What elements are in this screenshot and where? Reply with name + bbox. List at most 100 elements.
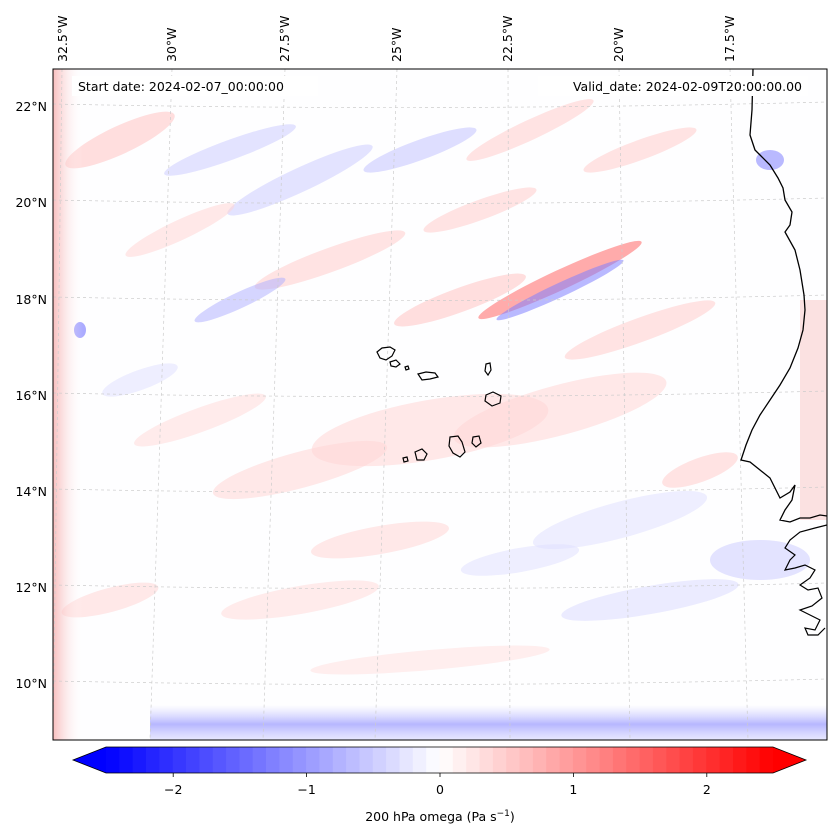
colorbar-tick-label: 1 [569, 782, 577, 797]
omega-contour [227, 144, 373, 216]
colorbar-cell [172, 747, 187, 773]
colorbar-cell [279, 747, 294, 773]
omega-contour [466, 99, 594, 161]
colorbar-cell [599, 747, 614, 773]
island-santiago [448, 435, 466, 458]
lon-label: 17.5°W [722, 16, 737, 62]
meridian-line [53, 69, 63, 740]
omega-contour [311, 521, 449, 559]
colorbar-cell [346, 747, 360, 773]
colorbar-cell [212, 747, 227, 773]
colorbar-label-exponent: −1 [497, 809, 510, 819]
lat-label: 20°N [15, 195, 47, 210]
lat-label: 22°N [15, 99, 47, 114]
omega-contour [756, 150, 784, 170]
colorbar-cell [519, 747, 534, 773]
west-boundary-band [53, 69, 83, 740]
omega-contour [478, 240, 642, 320]
colorbar-cell [532, 747, 547, 773]
start-date-text: Start date: 2024-02-07_00:00:00 [78, 79, 284, 94]
colorbar-cell [386, 747, 400, 773]
colorbar-cell [132, 747, 147, 773]
longitude-labels: 32.5°W 30°W 27.5°W 25°W 22.5°W 20°W 17.5… [55, 16, 737, 62]
africa-coastline [740, 69, 827, 523]
lon-label: 22.5°W [500, 16, 515, 62]
omega-contour [496, 259, 624, 321]
colorbar-cell [479, 747, 494, 773]
colorbar-cell [226, 747, 240, 773]
latitude-labels: 22°N 20°N 18°N 16°N 14°N 12°N 10°N [15, 99, 47, 691]
colorbar-outline [71, 746, 808, 774]
graticule [53, 69, 827, 740]
colorbar-cell [452, 747, 467, 773]
lon-label: 32.5°W [55, 16, 70, 62]
colorbar-cell [492, 747, 507, 773]
omega-contour [221, 580, 379, 620]
colorbar-cell [146, 747, 160, 773]
parallel-line [53, 101, 827, 108]
colorbar-cell [426, 747, 440, 773]
africa-coastline-south [783, 524, 827, 636]
parallel-line [53, 486, 827, 493]
meridian-line [729, 69, 749, 740]
lat-label: 18°N [15, 292, 47, 307]
parallel-line [53, 582, 827, 589]
colorbar-cell [559, 747, 574, 773]
start-date-box [72, 76, 318, 96]
omega-contour [164, 124, 296, 176]
omega-contour [453, 372, 667, 448]
island-maio [471, 435, 482, 448]
cabo-verde-islands [376, 346, 502, 463]
colorbar-cell [652, 747, 667, 773]
parallel-line [53, 294, 827, 301]
colorbar-cell [199, 747, 214, 773]
colorbar-tick-label: 0 [436, 782, 444, 797]
meridian-line [262, 69, 286, 740]
colorbar-extend-high [773, 747, 806, 773]
colorbar-cell [746, 747, 761, 773]
meridian-line [507, 69, 511, 740]
colorbar-cell [572, 747, 587, 773]
colorbar-cell [332, 747, 347, 773]
colorbar-tick-label: −2 [164, 782, 182, 797]
omega-contour [710, 540, 810, 580]
colorbar-tick-label: −1 [297, 782, 315, 797]
meridian-line [374, 69, 398, 740]
colorbar-extend-low [73, 747, 106, 773]
lon-label: 30°W [164, 27, 179, 62]
island-boa-vista [484, 391, 502, 407]
parallel-line [53, 197, 827, 204]
colorbar-cell [639, 747, 654, 773]
island-fogo [414, 448, 428, 461]
valid-date-box [538, 76, 808, 96]
meridian-line [618, 69, 631, 740]
colorbar-cell [252, 747, 267, 773]
island-santo-antao [376, 346, 396, 361]
colorbar-cell [359, 747, 374, 773]
colorbar-cell [692, 747, 707, 773]
omega-contour [583, 127, 697, 173]
lat-label: 12°N [15, 580, 47, 595]
colorbar-cell [612, 747, 627, 773]
colorbar-cell [466, 747, 480, 773]
lat-label: 14°N [15, 484, 47, 499]
island-sal [484, 362, 492, 377]
lon-label: 27.5°W [277, 16, 292, 62]
colorbar-label-close: ) [510, 809, 515, 824]
lon-label: 25°W [389, 27, 404, 62]
colorbar-cell [412, 747, 427, 773]
colorbar-cells [106, 747, 774, 773]
colorbar-cell [759, 747, 774, 773]
omega-contour [662, 452, 738, 488]
colorbar-cell [399, 747, 414, 773]
omega-contour [254, 230, 406, 290]
omega-contour [125, 203, 235, 257]
colorbar-cell [732, 747, 747, 773]
omega-contour [561, 579, 739, 621]
colorbar-cell [186, 747, 200, 773]
colorbar-cell [506, 747, 520, 773]
omega-contour [532, 490, 708, 550]
omega-contour [134, 393, 266, 447]
colorbar-cell [439, 747, 454, 773]
